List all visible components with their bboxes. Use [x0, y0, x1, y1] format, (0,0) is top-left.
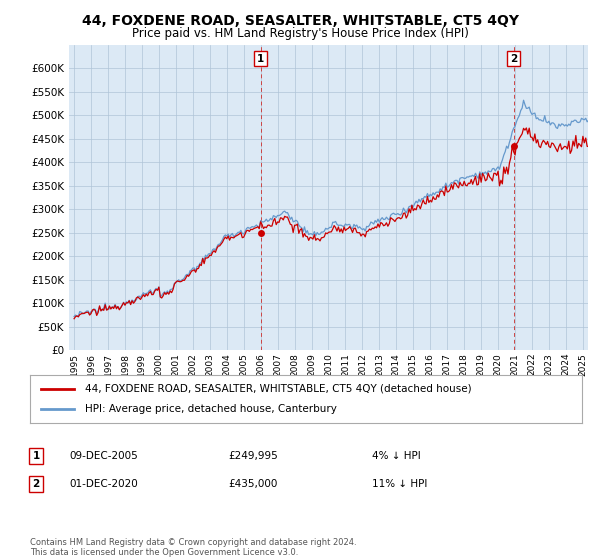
Text: Price paid vs. HM Land Registry's House Price Index (HPI): Price paid vs. HM Land Registry's House …: [131, 27, 469, 40]
Text: 11% ↓ HPI: 11% ↓ HPI: [372, 479, 427, 489]
Text: £435,000: £435,000: [228, 479, 277, 489]
Text: Contains HM Land Registry data © Crown copyright and database right 2024.
This d: Contains HM Land Registry data © Crown c…: [30, 538, 356, 557]
Text: 2: 2: [32, 479, 40, 489]
Text: 2: 2: [510, 54, 517, 64]
Text: 09-DEC-2005: 09-DEC-2005: [69, 451, 138, 461]
Text: 1: 1: [257, 54, 264, 64]
Text: HPI: Average price, detached house, Canterbury: HPI: Average price, detached house, Cant…: [85, 404, 337, 414]
Text: 01-DEC-2020: 01-DEC-2020: [69, 479, 138, 489]
Text: 1: 1: [32, 451, 40, 461]
Text: 4% ↓ HPI: 4% ↓ HPI: [372, 451, 421, 461]
Text: 44, FOXDENE ROAD, SEASALTER, WHITSTABLE, CT5 4QY (detached house): 44, FOXDENE ROAD, SEASALTER, WHITSTABLE,…: [85, 384, 472, 394]
Text: 44, FOXDENE ROAD, SEASALTER, WHITSTABLE, CT5 4QY: 44, FOXDENE ROAD, SEASALTER, WHITSTABLE,…: [82, 14, 518, 28]
Text: £249,995: £249,995: [228, 451, 278, 461]
